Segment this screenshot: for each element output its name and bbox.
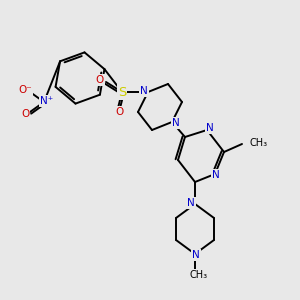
Text: S: S bbox=[118, 85, 126, 98]
Text: O: O bbox=[96, 75, 104, 85]
Text: O⁻: O⁻ bbox=[18, 85, 32, 95]
Text: CH₃: CH₃ bbox=[190, 270, 208, 280]
Text: N: N bbox=[172, 118, 180, 128]
Text: O: O bbox=[21, 109, 29, 119]
Text: N: N bbox=[140, 86, 148, 96]
Text: O: O bbox=[115, 107, 123, 117]
Text: CH₃: CH₃ bbox=[250, 138, 268, 148]
Text: N⁺: N⁺ bbox=[40, 96, 54, 106]
Text: N: N bbox=[212, 170, 220, 180]
Text: N: N bbox=[206, 123, 214, 133]
Text: N: N bbox=[192, 250, 200, 260]
Text: N: N bbox=[187, 198, 195, 208]
